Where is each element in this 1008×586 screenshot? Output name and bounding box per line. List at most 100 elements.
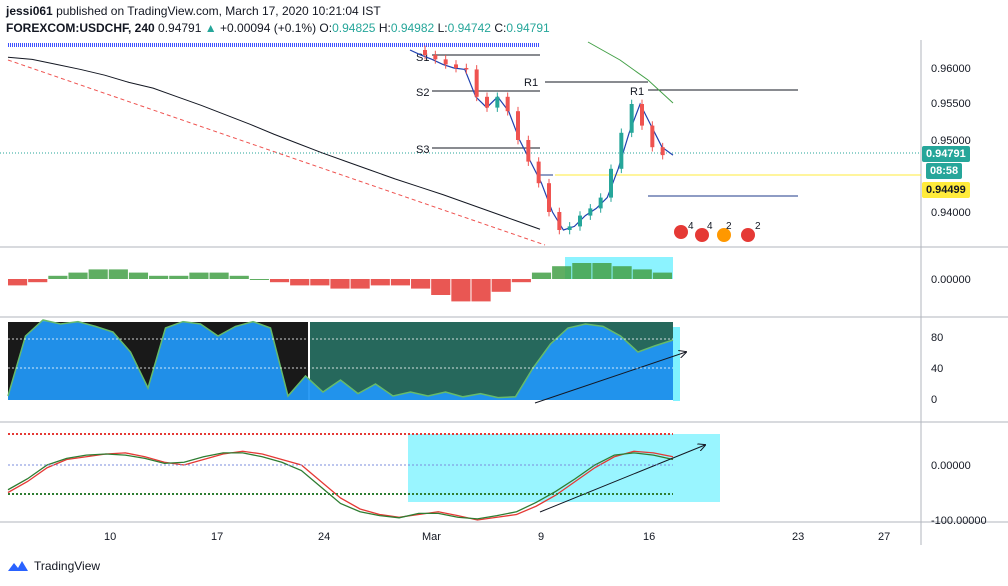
candle-body — [578, 215, 582, 227]
price-tick: 0.94000 — [931, 207, 971, 219]
event-badges[interactable]: 4 4 2 2 — [674, 221, 761, 242]
candle-body — [464, 68, 469, 70]
histogram-bar — [592, 263, 612, 279]
histogram-bar — [572, 263, 592, 279]
level-price-tag: 0.94499 — [922, 182, 970, 198]
histogram-bar — [471, 279, 491, 302]
candle-body — [557, 212, 562, 230]
candle-body — [443, 59, 448, 65]
long-moving-average-line — [587, 41, 674, 104]
histogram-bar — [491, 279, 511, 292]
trend-arrow-osc3[interactable] — [539, 445, 705, 513]
candle-body — [485, 96, 489, 108]
time-tick: 10 — [104, 531, 116, 543]
time-tick: Mar — [422, 531, 441, 543]
flag-icon[interactable] — [741, 228, 755, 242]
flag-icon[interactable] — [695, 228, 709, 242]
price-change: +0.00094 (+0.1%) — [220, 21, 317, 35]
tradingview-cloud-icon — [8, 561, 28, 571]
histogram-bar — [169, 275, 189, 279]
histogram-bar — [511, 279, 531, 283]
chart-header: jessi061 published on TradingView.com, M… — [6, 3, 706, 37]
candle-body — [609, 168, 613, 198]
histogram-bar — [209, 272, 229, 279]
histogram-bar — [189, 272, 209, 279]
low-label: L: — [437, 21, 448, 35]
event-badge-count[interactable]: 4 — [688, 221, 694, 232]
close-value: 0.94791 — [506, 21, 550, 35]
histogram-bar — [88, 269, 108, 279]
bollinger-band-line — [7, 56, 541, 230]
time-tick: 9 — [538, 531, 544, 543]
time-tick: 16 — [643, 531, 655, 543]
histogram-bar — [411, 279, 431, 289]
last-price-tag: 0.94791 — [922, 146, 970, 162]
flag-icon[interactable] — [674, 225, 688, 239]
candle-body — [629, 104, 634, 133]
histogram-bar — [8, 279, 28, 286]
tradingview-logo-text: TradingView — [34, 559, 101, 573]
histogram-bar — [108, 269, 128, 279]
high-value: 0.94982 — [390, 21, 435, 35]
open-value: 0.94825 — [332, 21, 376, 35]
histogram-bar — [350, 279, 370, 289]
histogram-bar — [249, 279, 269, 280]
time-tick: 17 — [211, 531, 223, 543]
publisher-line: jessi061 published on TradingView.com, M… — [6, 3, 706, 20]
pivot-label-s3: S3 — [416, 144, 429, 156]
flag-icon[interactable] — [717, 228, 731, 242]
histogram-bar — [612, 266, 632, 279]
candle-body — [650, 125, 655, 148]
last-price: 0.94791 — [158, 21, 202, 35]
histogram-bar — [390, 279, 411, 286]
tradingview-logo[interactable]: TradingView — [6, 559, 100, 573]
candle-body — [526, 140, 531, 162]
highlight-box-osc2 — [673, 327, 680, 401]
stoch-d-line — [7, 452, 674, 520]
osc1-tick: 0.00000 — [931, 274, 971, 286]
rsi-line — [7, 319, 674, 399]
pivot-label-s2: S2 — [416, 87, 429, 99]
histogram-bar — [451, 279, 471, 302]
change-arrow-icon: ▲ — [204, 21, 217, 35]
candle-body — [547, 183, 551, 212]
published-text: published on TradingView.com, March 17, … — [56, 4, 381, 18]
osc3-tick: 0.00000 — [931, 460, 971, 472]
candle-body — [433, 55, 438, 60]
trend-arrow-osc2[interactable] — [534, 352, 686, 404]
candle-body — [619, 132, 624, 169]
symbol-line: FOREXCOM:USDCHF, 240 0.94791 ▲ +0.00094 … — [6, 20, 706, 37]
candle-body — [454, 64, 458, 68]
candle-body — [505, 96, 510, 112]
pivot-label-r1: R1 — [524, 77, 538, 89]
publisher-name[interactable]: jessi061 — [6, 4, 53, 18]
price-tick: 0.96000 — [931, 63, 971, 75]
event-badge-count[interactable]: 2 — [726, 221, 732, 232]
osc3-tick: -100.00000 — [931, 515, 987, 527]
time-tick: 23 — [792, 531, 804, 543]
candle-body — [588, 208, 593, 216]
close-label: C: — [494, 21, 507, 35]
histogram-bar — [531, 272, 552, 279]
pivot-label-r1-right: R1 — [630, 86, 644, 98]
price-tick: 0.95000 — [931, 135, 971, 147]
candle-body — [660, 147, 665, 156]
histogram-bar — [68, 272, 88, 279]
histogram-bar — [149, 275, 169, 279]
low-value: 0.94742 — [447, 21, 491, 35]
time-tick: 27 — [878, 531, 890, 543]
rsi-area — [8, 320, 673, 400]
histogram-bar — [128, 272, 149, 279]
time-tick: 24 — [318, 531, 330, 543]
candle-body — [598, 197, 603, 209]
high-label: H: — [378, 21, 391, 35]
candle-body — [536, 161, 541, 184]
candle-body — [516, 111, 520, 140]
event-badge-count[interactable]: 2 — [755, 221, 761, 232]
open-label: O: — [319, 21, 333, 35]
histogram-bar — [431, 279, 451, 295]
histogram-bar — [269, 279, 290, 283]
event-badge-count[interactable]: 4 — [707, 221, 713, 232]
countdown-tag: 08:58 — [926, 163, 963, 179]
